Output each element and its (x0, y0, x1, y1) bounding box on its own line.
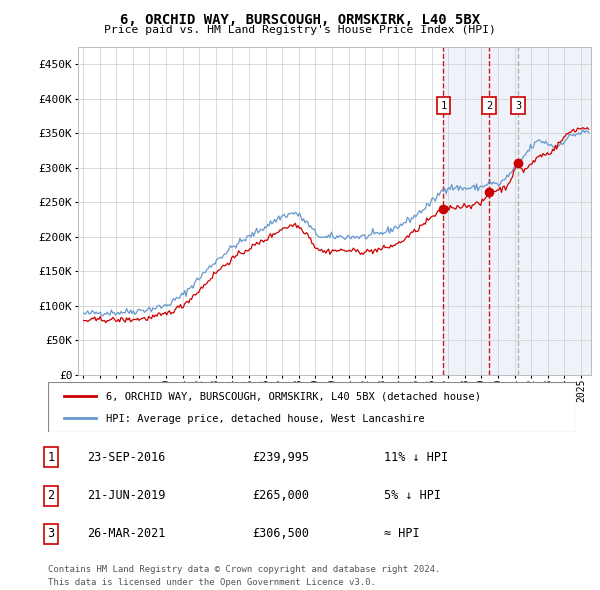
Text: £265,000: £265,000 (252, 489, 309, 502)
Text: This data is licensed under the Open Government Licence v3.0.: This data is licensed under the Open Gov… (48, 578, 376, 587)
Text: 11% ↓ HPI: 11% ↓ HPI (384, 451, 448, 464)
Text: ≈ HPI: ≈ HPI (384, 527, 419, 540)
Text: 1: 1 (440, 101, 446, 111)
Text: 6, ORCHID WAY, BURSCOUGH, ORMSKIRK, L40 5BX (detached house): 6, ORCHID WAY, BURSCOUGH, ORMSKIRK, L40 … (106, 392, 481, 402)
Text: 23-SEP-2016: 23-SEP-2016 (87, 451, 166, 464)
Text: £306,500: £306,500 (252, 527, 309, 540)
Text: HPI: Average price, detached house, West Lancashire: HPI: Average price, detached house, West… (106, 414, 425, 424)
Bar (443, 47, 591, 375)
Text: 26-MAR-2021: 26-MAR-2021 (87, 527, 166, 540)
Text: Contains HM Land Registry data © Crown copyright and database right 2024.: Contains HM Land Registry data © Crown c… (48, 565, 440, 574)
Text: 3: 3 (515, 101, 521, 111)
Text: 6, ORCHID WAY, BURSCOUGH, ORMSKIRK, L40 5BX: 6, ORCHID WAY, BURSCOUGH, ORMSKIRK, L40 … (120, 13, 480, 27)
Text: 5% ↓ HPI: 5% ↓ HPI (384, 489, 441, 502)
FancyBboxPatch shape (48, 382, 576, 432)
Text: £239,995: £239,995 (252, 451, 309, 464)
Text: 2: 2 (47, 489, 55, 502)
Text: 21-JUN-2019: 21-JUN-2019 (87, 489, 166, 502)
Text: 3: 3 (47, 527, 55, 540)
Text: 1: 1 (47, 451, 55, 464)
Text: 2: 2 (486, 101, 492, 111)
Text: Price paid vs. HM Land Registry's House Price Index (HPI): Price paid vs. HM Land Registry's House … (104, 25, 496, 35)
